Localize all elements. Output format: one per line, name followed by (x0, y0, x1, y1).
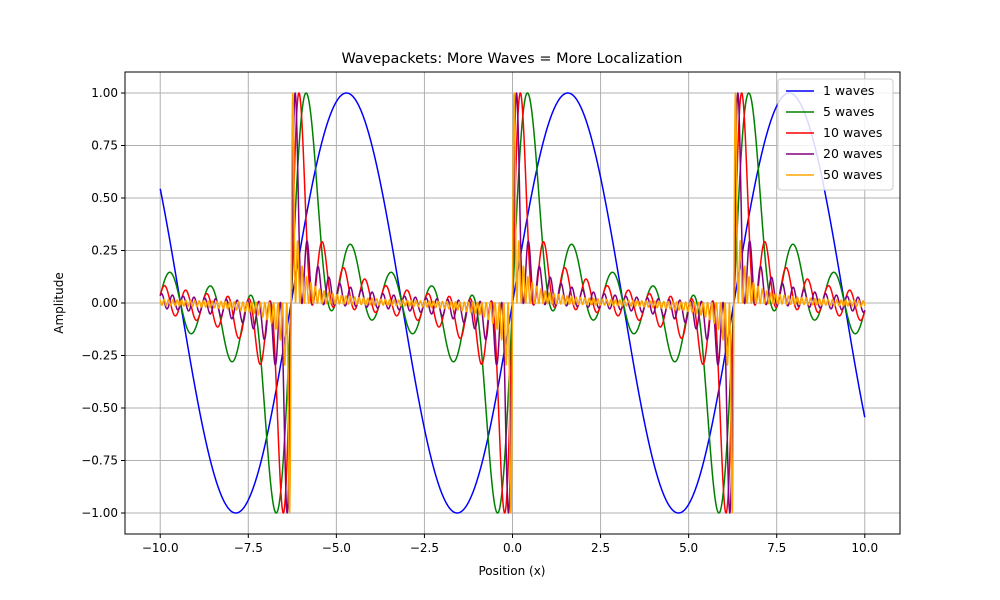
y-tick-label: 0.25 (91, 244, 118, 258)
chart-title: Wavepackets: More Waves = More Localizat… (341, 51, 682, 67)
x-tick-label: −7.5 (234, 541, 263, 555)
legend-box (777, 78, 894, 191)
y-tick-label: 0.50 (91, 191, 118, 205)
legend-label: 20 waves (823, 146, 882, 161)
series-line-50-waves (159, 92, 866, 514)
legend-label: 1 waves (823, 83, 874, 98)
y-tick-label: 0.00 (91, 296, 118, 310)
x-tick-label: 7.5 (767, 541, 786, 555)
x-tick-label: −2.5 (410, 541, 439, 555)
series-lines (159, 92, 866, 514)
x-tick-label: −5.0 (322, 541, 351, 555)
x-axis-label: Position (x) (478, 564, 545, 578)
x-axis-ticks: −10.0 −7.5 −5.0 −2.5 0.0 2.5 5.0 7.5 10.0 (142, 534, 878, 555)
y-tick-label: 1.00 (91, 86, 118, 100)
x-tick-label: −10.0 (142, 541, 179, 555)
x-tick-label: 5.0 (679, 541, 698, 555)
legend-label: 5 waves (823, 104, 874, 119)
x-tick-label: 10.0 (851, 541, 878, 555)
y-tick-label: −0.25 (81, 349, 118, 363)
x-tick-label: 2.5 (591, 541, 610, 555)
y-tick-label: −0.50 (81, 401, 118, 415)
y-tick-label: 0.75 (91, 139, 118, 153)
y-axis-label: Amplitude (52, 272, 66, 334)
x-tick-label: 0.0 (503, 541, 522, 555)
legend-label: 50 waves (823, 167, 882, 182)
legend: 1 waves 5 waves 10 waves 20 waves 50 waves (777, 78, 894, 191)
y-tick-label: −0.75 (81, 454, 118, 468)
y-axis-ticks: −1.00 −0.75 −0.50 −0.25 0.00 0.25 0.50 0.75 1.00 (81, 86, 125, 520)
y-tick-label: −1.00 (81, 506, 118, 520)
legend-label: 10 waves (823, 125, 882, 140)
